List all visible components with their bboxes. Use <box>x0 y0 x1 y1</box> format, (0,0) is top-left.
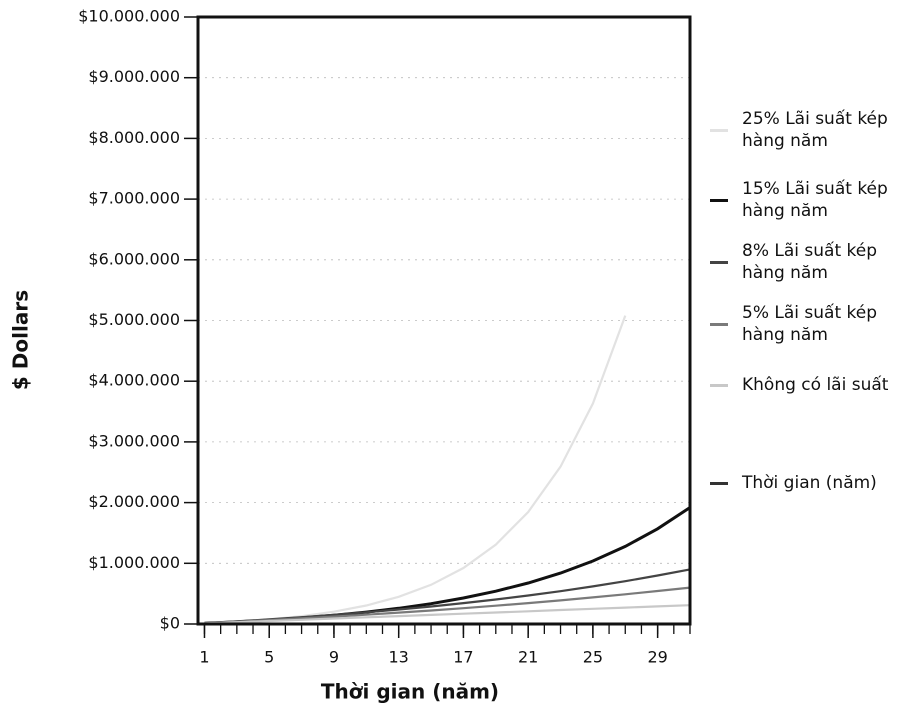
y-tick-label: $6.000.000 <box>88 249 180 268</box>
y-tick-label: $10.000.000 <box>78 7 180 26</box>
y-tick-label: $5.000.000 <box>88 310 180 329</box>
y-tick-label: $9.000.000 <box>88 67 180 86</box>
y-tick-label: $2.000.000 <box>88 492 180 511</box>
y-tick-label: $7.000.000 <box>88 189 180 208</box>
legend-item: 5% Lãi suất kép hàng năm <box>710 302 915 346</box>
legend-item: Không có lãi suất <box>710 374 915 396</box>
legend-label: 5% Lãi suất kép hàng năm <box>742 303 877 345</box>
y-axis-label: $ Dollars <box>9 290 33 390</box>
x-tick-label: 17 <box>453 648 473 667</box>
series-line <box>204 315 627 625</box>
legend-label: Thời gian (năm) <box>742 473 877 493</box>
legend-swatch <box>710 128 728 132</box>
x-tick-label: 29 <box>647 648 667 667</box>
x-tick-label: 25 <box>583 648 603 667</box>
legend-swatch <box>710 383 728 387</box>
x-axis-label: Thời gian (năm) <box>321 680 499 704</box>
legend-swatch <box>710 260 728 264</box>
legend-swatch <box>710 322 728 326</box>
x-tick-label: 13 <box>389 648 409 667</box>
legend-swatch <box>710 481 728 485</box>
y-tick-label: $3.000.000 <box>88 431 180 450</box>
legend-label: Không có lãi suất <box>742 375 889 395</box>
y-tick-label: $1.000.000 <box>88 553 180 572</box>
legend-item: Thời gian (năm) <box>710 472 915 494</box>
y-tick-label: $4.000.000 <box>88 371 180 390</box>
x-tick-label: 1 <box>199 648 209 667</box>
x-tick-label: 9 <box>329 648 339 667</box>
legend-item: 8% Lãi suất kép hàng năm <box>710 240 915 284</box>
legend-swatch <box>710 198 728 202</box>
legend-label: 15% Lãi suất kép hàng năm <box>742 179 888 221</box>
x-tick-label: 5 <box>264 648 274 667</box>
legend-label: 25% Lãi suất kép hàng năm <box>742 109 888 151</box>
legend-item: 25% Lãi suất kép hàng năm <box>710 108 915 152</box>
x-tick-label: 21 <box>518 648 538 667</box>
y-tick-label: $8.000.000 <box>88 128 180 147</box>
legend-item: 15% Lãi suất kép hàng năm <box>710 178 915 222</box>
plot-frame <box>196 15 692 626</box>
series-line <box>204 586 691 625</box>
series-line <box>204 604 691 625</box>
legend-label: 8% Lãi suất kép hàng năm <box>742 241 877 283</box>
y-tick-label: $0 <box>160 614 180 633</box>
series-line <box>204 506 691 625</box>
